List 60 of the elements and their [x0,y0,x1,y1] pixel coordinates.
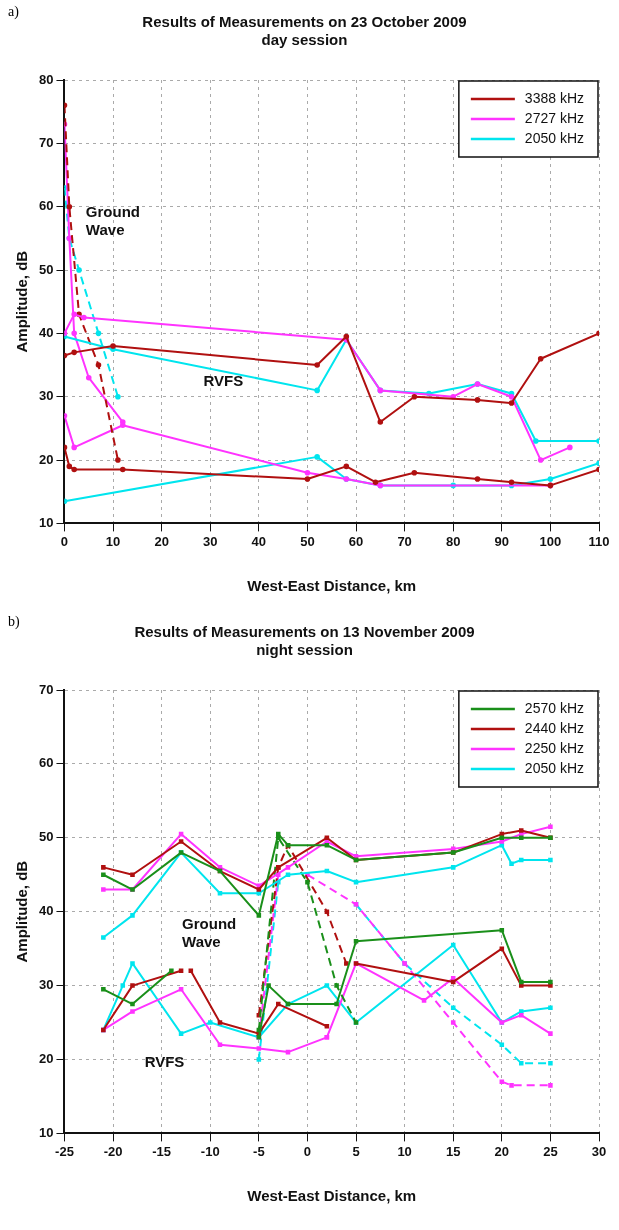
y-tick-label: 80 [38,71,54,87]
y-tick-label: 40 [38,324,54,340]
x-tick-label: 30 [203,533,218,549]
legend-label: 3388 kHz [524,89,585,106]
x-tick-label: -10 [200,1143,220,1159]
x-tick-label: 30 [591,1143,607,1159]
y-tick-label: 70 [38,681,54,697]
x-tick-label: 5 [352,1143,360,1159]
legend-label: 2440 kHz [524,719,585,736]
y-tick-label: 50 [38,261,54,277]
annotation: RVFS [144,1052,185,1070]
annotation: RVFS [203,371,244,389]
x-tick-label: 110 [588,533,610,549]
legend-label: 2570 kHz [524,699,585,716]
y-axis-title: Amplitude, dB [13,250,31,353]
x-tick-label: 15 [445,1143,461,1159]
chart-title: Results of Measurements on 23 October 2009 [142,13,467,31]
y-tick-label: 20 [38,451,54,467]
x-axis-title: West-East Distance, km [247,1187,417,1205]
y-tick-label: 20 [38,1051,54,1067]
y-tick-label: 60 [38,198,54,214]
legend-label: 2727 kHz [524,109,585,126]
y-tick-label: 30 [38,388,54,404]
x-tick-label: 10 [105,533,121,549]
y-tick-label: 30 [38,977,54,993]
y-tick-label: 40 [38,903,54,919]
y-tick-label: 10 [38,514,54,530]
legend-label: 2050 kHz [524,759,585,776]
chart-subtitle: night session [256,641,353,659]
x-tick-label: 10 [397,1143,412,1159]
x-tick-label: -5 [253,1143,265,1159]
y-tick-label: 10 [38,1124,54,1140]
x-tick-label: 90 [494,533,510,549]
x-tick-label: 50 [300,533,315,549]
text: a) [8,4,19,20]
y-tick-label: 50 [38,829,54,845]
x-tick-label: 100 [539,533,562,549]
x-tick-label: 80 [445,533,461,549]
x-tick-label: 40 [251,533,267,549]
x-tick-label: -15 [152,1143,172,1159]
x-tick-label: 20 [494,1143,510,1159]
legend-label: 2050 kHz [524,129,585,146]
y-tick-label: 70 [38,134,54,150]
annotation: Ground Wave [85,203,140,239]
x-tick-label: 20 [154,533,169,549]
x-tick-label: 25 [543,1143,558,1159]
x-tick-label: -20 [103,1143,123,1159]
chart-title: Results of Measurements on 13 November 2009 [134,623,475,641]
text: b) [8,614,20,630]
x-tick-label: 0 [303,1143,312,1159]
x-tick-label: 60 [348,533,364,549]
x-tick-label: 0 [60,533,69,549]
chart-subtitle: day session [261,31,348,49]
y-axis-title: Amplitude, dB [13,860,31,963]
annotation: Ground Wave [182,915,237,951]
x-axis-title: West-East Distance, km [247,577,417,595]
y-tick-label: 60 [38,755,54,771]
x-tick-label: -25 [55,1143,74,1159]
legend-label: 2250 kHz [524,739,585,756]
x-tick-label: 70 [397,533,412,549]
